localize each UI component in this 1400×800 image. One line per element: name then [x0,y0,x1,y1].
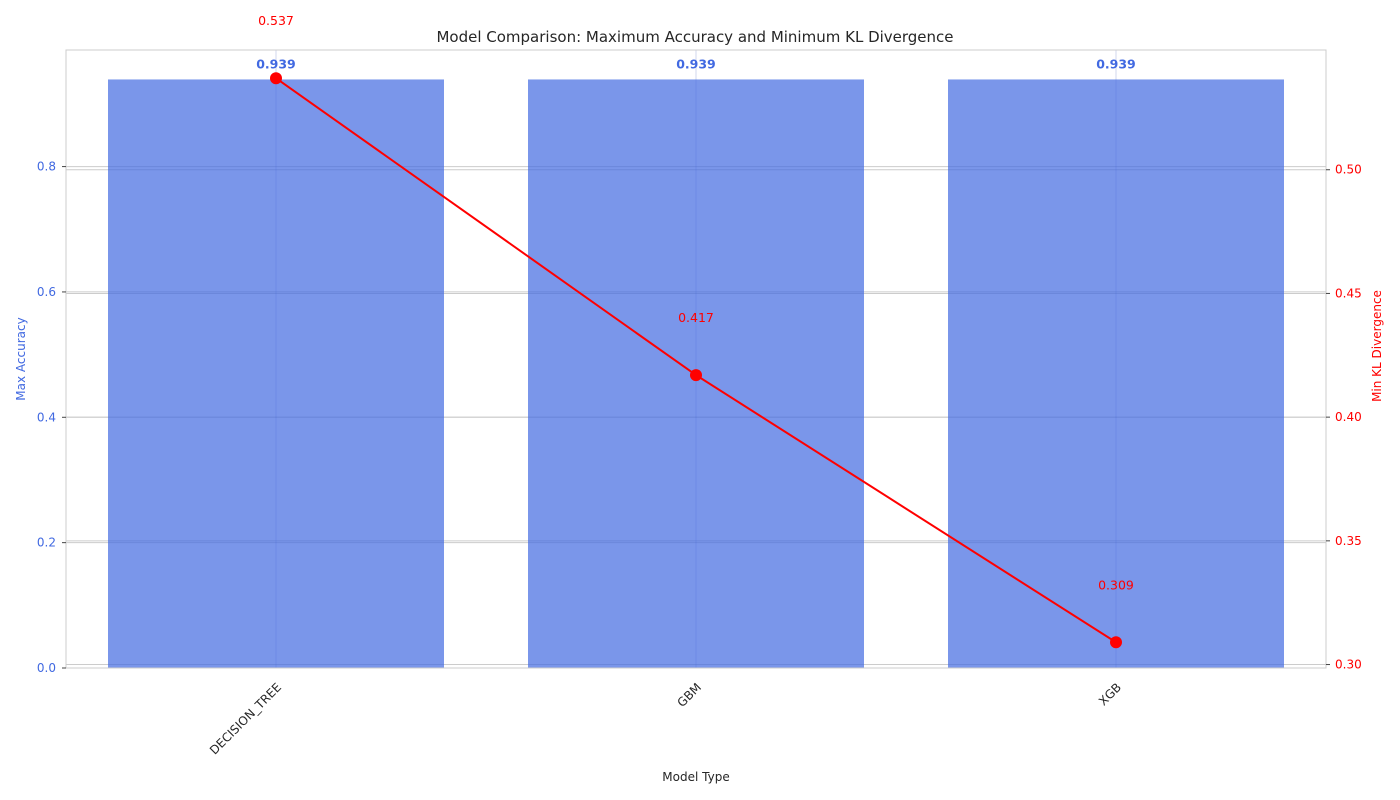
x-axis: DECISION_TREE GBM XGB [207,680,1124,757]
plot-frame [65,49,1327,669]
right-tick-label: 0.40 [1335,410,1362,424]
right-tick-label: 0.35 [1335,534,1362,548]
left-tick-label: 0.4 [37,410,56,424]
right-axis: 0.30 0.35 0.40 0.45 0.50 [1326,163,1362,672]
x-tick-label: XGB [1096,680,1124,708]
y-left-axis-label: Max Accuracy [14,317,28,400]
left-axis: 0.0 0.2 0.4 0.6 0.8 [37,160,66,675]
kl-point-gbm [690,369,702,382]
chart-title: Model Comparison: Maximum Accuracy and M… [436,28,953,46]
left-tick-label: 0.2 [37,536,56,550]
left-tick-label: 0.8 [37,160,56,174]
x-tick-label: DECISION_TREE [207,680,284,757]
bar-value-label: 0.939 [676,56,716,71]
left-tick-label: 0.0 [37,661,56,675]
y-right-axis-label: Min KL Divergence [1370,290,1384,402]
bar-value-label: 0.939 [256,56,296,71]
kl-value-label: 0.309 [1098,577,1134,592]
kl-point-decision_tree [270,72,282,85]
right-tick-label: 0.30 [1335,658,1362,672]
x-tick-label: GBM [675,680,705,710]
kl-value-label: 0.537 [258,13,294,28]
kl-point-xgb [1110,636,1122,649]
bar-value-label: 0.939 [1096,56,1136,71]
right-tick-label: 0.45 [1335,286,1362,300]
data-labels: 0.939 0.939 0.939 0.537 0.417 0.309 [256,13,1136,592]
left-tick-label: 0.6 [37,285,56,299]
x-axis-label: Model Type [662,770,729,784]
line-series [270,72,1122,649]
right-tick-label: 0.50 [1335,163,1362,177]
kl-value-label: 0.417 [678,310,714,325]
bar-decision_tree [108,79,444,668]
